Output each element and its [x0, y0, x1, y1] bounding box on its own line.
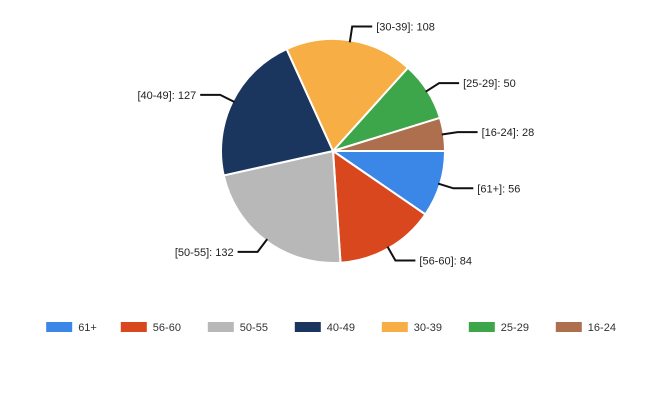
legend-label-40-49: 40-49: [327, 322, 355, 334]
leader-line-56-60: [386, 246, 416, 262]
legend-label-25-29: 25-29: [501, 322, 529, 334]
leader-line-40-49: [200, 93, 235, 103]
data-label-61: [61+]: 56: [477, 183, 520, 195]
legend-swatch-56-60: [120, 322, 147, 332]
legend-item-50-55[interactable]: 50-55: [207, 322, 268, 334]
legend-item-16-24[interactable]: 16-24: [555, 322, 616, 334]
leader-line-61: [437, 182, 474, 190]
legend-label-30-39: 30-39: [414, 322, 442, 334]
legend-swatch-25-29: [468, 322, 495, 332]
legend-swatch-16-24: [555, 322, 582, 332]
data-label-25-29: [25-29]: 50: [463, 78, 516, 90]
legend-label-16-24: 16-24: [588, 322, 616, 334]
legend-item-30-39[interactable]: 30-39: [381, 322, 442, 334]
legend-item-25-29[interactable]: 25-29: [468, 322, 529, 334]
legend-swatch-50-55: [207, 322, 234, 332]
leader-line-50-55: [237, 238, 269, 253]
legend-swatch-30-39: [381, 322, 408, 332]
data-label-56-60: [56-60]: 84: [419, 256, 472, 268]
legend-label-61: 61+: [78, 322, 97, 334]
pie-slices: [219, 38, 447, 264]
legend-label-50-55: 50-55: [240, 322, 268, 334]
leader-line-25-29: [425, 82, 460, 93]
legend-swatch-61: [46, 322, 73, 332]
data-label-16-24: [16-24]: 28: [482, 127, 535, 139]
legend-item-61[interactable]: 61+: [46, 322, 97, 334]
legend-item-40-49[interactable]: 40-49: [294, 322, 355, 334]
data-labels: [61+]: 56 [56-60]: 84 [50-55]: 132 [40-49]:…: [137, 22, 534, 268]
leader-line-16-24: [441, 131, 478, 136]
data-label-50-55: [50-55]: 132: [175, 247, 234, 259]
legend-item-56-60[interactable]: 56-60: [120, 322, 181, 334]
legend-label-56-60: 56-60: [153, 322, 181, 334]
data-label-40-49: [40-49]: 127: [137, 90, 196, 102]
legend-swatch-40-49: [294, 322, 321, 332]
legend: 61+ 56-60 50-55 40-49 30-39 25-29 16-24: [46, 322, 616, 334]
data-label-30-39: [30-39]: 108: [376, 22, 435, 34]
leader-line-30-39: [348, 25, 373, 43]
